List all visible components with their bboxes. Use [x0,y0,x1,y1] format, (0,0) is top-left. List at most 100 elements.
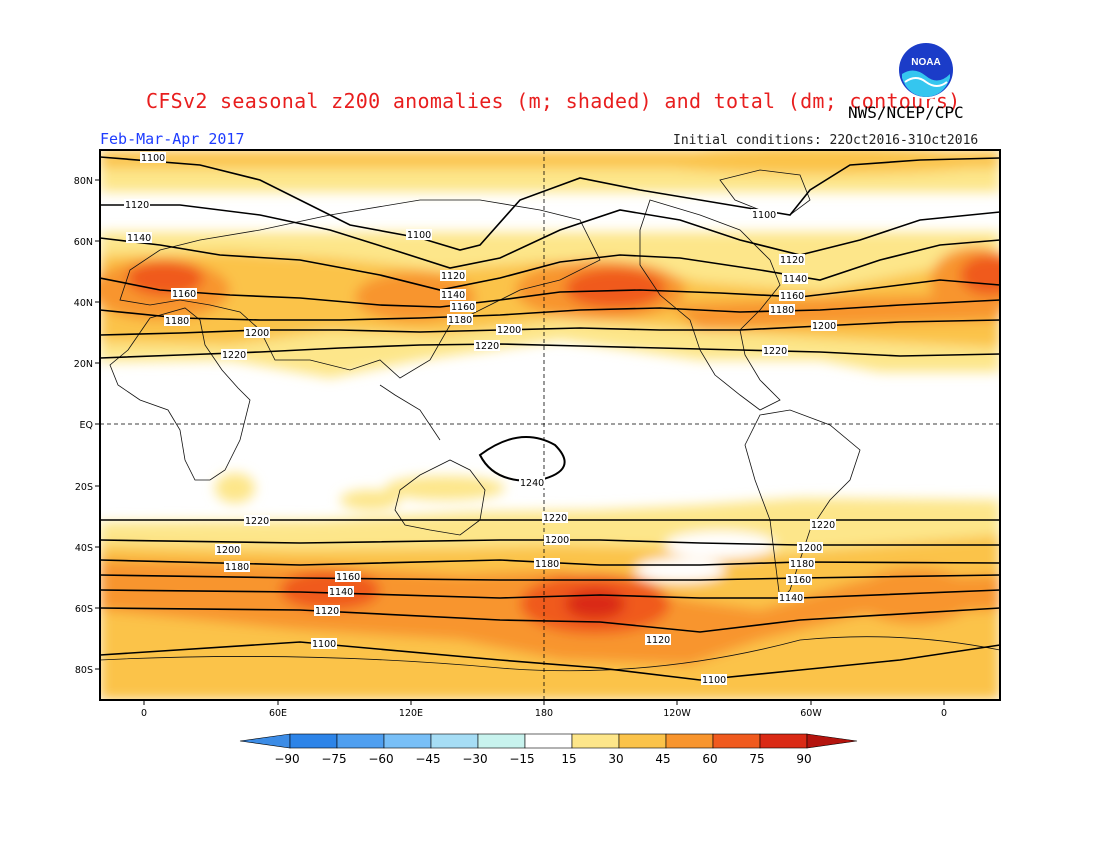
colorbar-box [759,733,808,749]
contour-label: 1180 [790,559,814,570]
coastlines [100,169,1000,672]
lat-tick-label: 60S [75,604,93,615]
contour-label: 1220 [245,516,269,527]
antarctica-outline [100,636,1000,672]
anomaly-shading [100,150,1000,700]
colorbar-arrow-low [239,733,291,749]
organization-label: NWS/NCEP/CPC [848,103,964,122]
contour-label: 1200 [545,535,569,546]
lon-tick-label: 60E [269,708,287,719]
colorbar-box [571,733,620,749]
lon-tick-label: 0 [141,708,147,719]
contour-label: 1140 [127,233,151,244]
colorbar-label: −60 [368,752,393,766]
contour-1120-south [100,607,1000,633]
colorbar-box [618,733,667,749]
noaa-logo-text: NOAA [911,57,940,68]
lat-tick-label: 20S [75,482,93,493]
colorbar-label: 30 [608,752,623,766]
contour-label: 1200 [798,543,822,554]
contour-label: 1240 [520,478,544,489]
contour-label: 1160 [451,302,475,313]
colorbar-box [430,733,479,749]
contour-label: 1160 [787,575,811,586]
initial-conditions-label: Initial conditions: 22Oct2016-31Oct2016 [673,133,979,148]
contour-label: 1220 [543,513,567,524]
contour-label: 1180 [225,562,249,573]
colorbar-label: 75 [749,752,764,766]
contour-label: 1220 [763,346,787,357]
contour-label: 1160 [172,289,196,300]
plot-frame [99,149,1001,701]
contour-1160-north [100,277,1000,308]
contour-label: 1180 [535,559,559,570]
contour-label: 1140 [779,593,803,604]
colorbar-label: −75 [321,752,346,766]
colorbar-box [383,733,432,749]
colorbar-box [665,733,714,749]
latitude-axis [95,179,100,670]
lat-tick-label: 80S [75,665,93,676]
contour-label: 1220 [475,341,499,352]
contour-label: 1120 [125,200,149,211]
contour-label: 1200 [245,328,269,339]
lat-tick-label: 40N [74,298,93,309]
lon-tick-label: 120E [399,708,423,719]
chart-title: CFSv2 seasonal z200 anomalies (m; shaded… [146,89,961,113]
longitude-axis [143,700,945,705]
lat-tick-label: 40S [75,543,93,554]
contour-1120-north [100,204,1000,269]
contour-1100-north [100,156,1000,251]
contour-label: 1120 [441,271,465,282]
colorbar-label: −30 [462,752,487,766]
colorbar-label: 45 [655,752,670,766]
contour-label: 1100 [752,210,776,221]
north-america-outline [639,199,781,411]
contour-label: 1100 [141,153,165,164]
contour-label: 1220 [222,350,246,361]
colorbar: −90 −75 −60 −45 −30 −15 15 30 45 60 75 90 [239,733,858,766]
contour-label: 1200 [812,321,836,332]
lon-tick-label: 180 [535,708,553,719]
contour-label: 1180 [165,316,189,327]
colorbar-label: −15 [509,752,534,766]
colorbar-box [712,733,761,749]
lon-tick-label: 120W [663,708,691,719]
tropical-1240-contour [478,436,566,482]
contour-label: 1120 [646,635,670,646]
lat-tick-label: 60N [74,237,93,248]
contour-label: 1100 [407,230,431,241]
contour-label: 1140 [441,290,465,301]
eurasia-outline [119,199,601,379]
southeast-asia-outline [379,384,441,441]
colorbar-box [524,733,573,749]
contour-label: 1200 [216,545,240,556]
contour-label: 1140 [783,274,807,285]
contour-label: 1160 [336,572,360,583]
colorbar-label: −90 [274,752,299,766]
contour-label: 1100 [702,675,726,686]
noaa-logo: NOAA [897,41,955,99]
lon-tick-label: 0 [941,708,947,719]
contour-labels: 1100 1120 1140 1160 1180 1200 1220 1100 … [124,152,837,686]
contour-label: 1100 [312,639,336,650]
africa-outline [109,307,251,481]
colorbar-box [289,733,338,749]
contour-label: 1160 [780,291,804,302]
contour-label: 1180 [770,305,794,316]
contour-label: 1180 [448,315,472,326]
lon-tick-label: 60W [800,708,822,719]
contour-label: 1220 [811,520,835,531]
contour-label: 1200 [497,325,521,336]
contour-label: 1140 [329,587,353,598]
lat-tick-label: 80N [74,176,93,187]
colorbar-label: 60 [702,752,717,766]
colorbar-box [336,733,385,749]
colorbar-arrow-high [806,733,858,749]
lat-tick-label: 20N [74,359,93,370]
greenland-outline [719,169,811,216]
colorbar-box [477,733,526,749]
colorbar-label: 15 [561,752,576,766]
contour-1140-north [100,237,1000,291]
